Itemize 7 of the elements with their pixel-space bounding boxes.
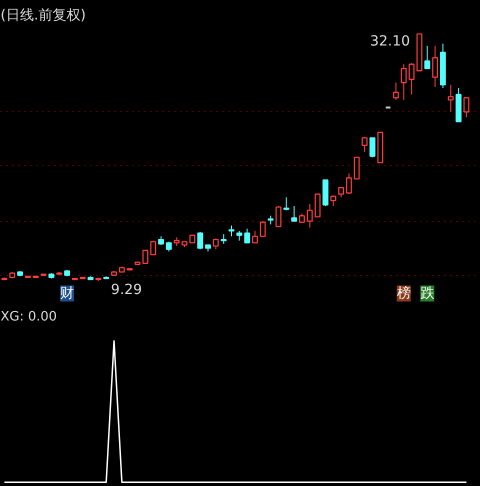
text: 9.29 <box>110 282 142 298</box>
annotation: 32.10 <box>370 33 410 50</box>
chart-title: XG: 0.00 <box>0 310 57 324</box>
chart-title: (日线.前复权) <box>0 8 86 24</box>
text: 财 <box>60 286 74 302</box>
text: 跌 <box>420 286 434 302</box>
text: 榜 <box>396 286 411 302</box>
